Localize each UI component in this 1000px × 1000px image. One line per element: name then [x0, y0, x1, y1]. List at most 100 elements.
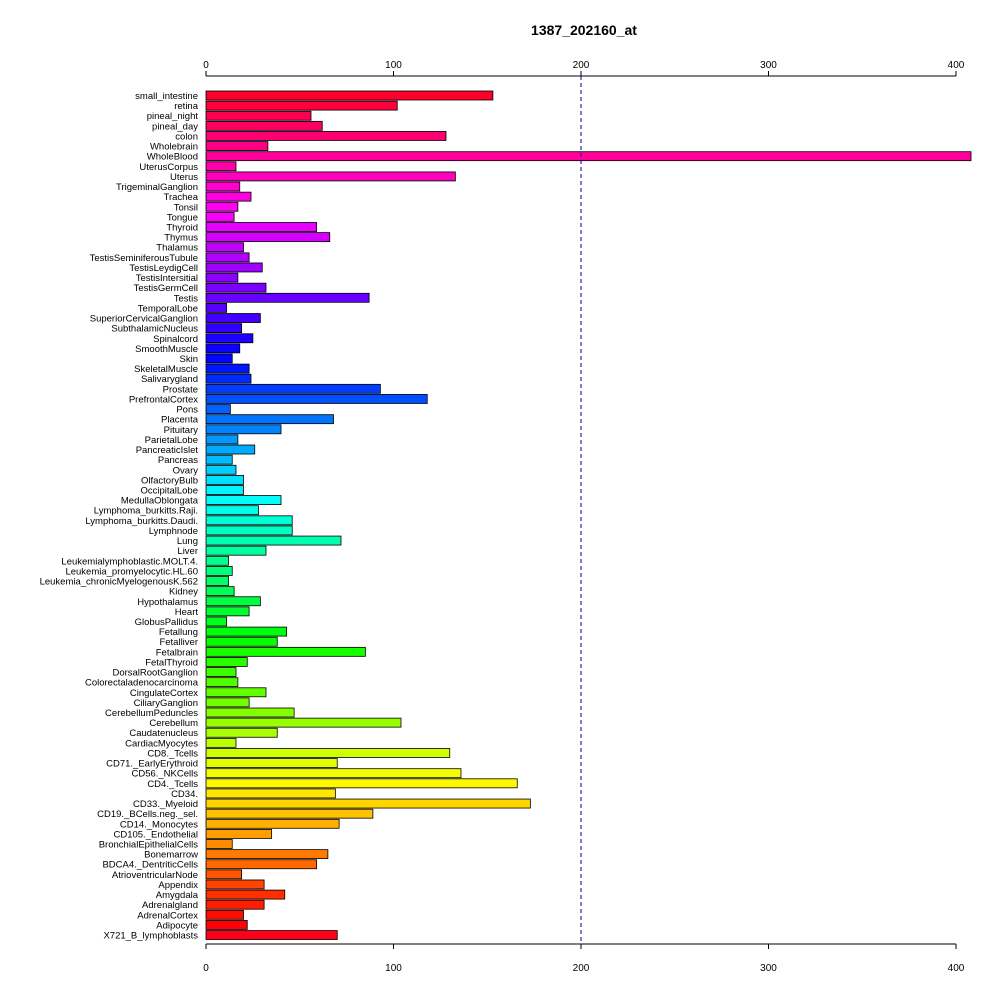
- category-label: Leukemialymphoblastic.MOLT.4.: [61, 556, 198, 567]
- bar: [205, 576, 229, 586]
- bar: [205, 818, 340, 829]
- category-label: Adipocyte: [156, 920, 198, 931]
- bottom-tick-label: 0: [203, 963, 209, 974]
- category-label: Thalamus: [156, 243, 198, 254]
- bar: [205, 525, 293, 536]
- category-label: TrigeminalGanglion: [116, 182, 198, 193]
- bar: [205, 626, 288, 637]
- bar: [205, 90, 494, 101]
- bar: [205, 181, 241, 192]
- category-label: CD4._Tcells: [147, 779, 198, 790]
- bar: [205, 920, 248, 930]
- category-label: WholeBlood: [147, 152, 198, 163]
- bar: [205, 758, 338, 768]
- category-label: CD19._BCells.neg._sel.: [97, 809, 198, 820]
- bar: [205, 313, 261, 323]
- bar: [205, 839, 233, 849]
- bottom-tick-label: 300: [760, 963, 777, 974]
- bar: [205, 485, 244, 495]
- bar: [205, 808, 374, 819]
- bar: [205, 727, 278, 738]
- category-label: Pons: [176, 405, 198, 416]
- bar: [205, 110, 312, 121]
- category-label: Fetallung: [159, 627, 198, 638]
- category-label: Cerebellum: [149, 718, 198, 729]
- category-label: Lymphnode: [149, 526, 198, 537]
- category-label: TestisLeydigCell: [129, 263, 198, 274]
- bar: [205, 211, 235, 222]
- bars-group: [205, 90, 972, 940]
- bar: [205, 596, 261, 607]
- bar: [205, 464, 237, 475]
- category-label: Fetalliver: [159, 637, 198, 648]
- bar: [205, 120, 323, 131]
- category-label: Appendix: [158, 880, 198, 891]
- bar: [205, 909, 244, 920]
- bar: [205, 303, 228, 313]
- category-label: CerebellumPeduncles: [105, 708, 198, 719]
- category-label: Uterus: [170, 172, 198, 183]
- category-label: Salivarygland: [141, 374, 198, 385]
- bar: [205, 161, 237, 172]
- category-label: retina: [174, 101, 198, 112]
- category-label: TemporalLobe: [138, 303, 198, 314]
- category-labels-group: small_intestineretinapineal_nightpineal_…: [40, 91, 199, 942]
- bar: [205, 242, 244, 253]
- bar: [205, 262, 263, 273]
- category-label: DorsalRootGanglion: [112, 668, 198, 679]
- category-label: SkeletalMuscle: [134, 364, 198, 375]
- bar: [205, 788, 336, 799]
- category-label: CiliaryGanglion: [134, 698, 198, 709]
- top-tick-label: 300: [760, 60, 777, 71]
- bar: [205, 394, 428, 404]
- bar: [205, 697, 250, 708]
- bar: [205, 899, 265, 910]
- top-axis: 0 100 200 300 400: [203, 60, 965, 77]
- bar: [205, 363, 250, 374]
- category-label: SmoothMuscle: [135, 344, 198, 355]
- bar: [205, 889, 286, 900]
- category-label: CD14._Monocytes: [120, 819, 198, 830]
- category-label: CD34.: [171, 789, 198, 800]
- bar: [205, 454, 233, 465]
- category-label: Leukemia_promyelocytic.HL.60: [65, 566, 198, 577]
- category-label: Tongue: [167, 212, 198, 223]
- category-label: CD33._Myeloid: [133, 799, 198, 810]
- category-label: Heart: [175, 607, 199, 618]
- category-label: Pituitary: [164, 425, 199, 436]
- category-label: Leukemia_chronicMyelogenousK.562: [40, 577, 198, 588]
- category-label: CD71._EarlyErythroid: [106, 759, 198, 770]
- bar: [205, 748, 451, 758]
- top-tick-label: 400: [948, 60, 965, 71]
- category-label: TestisGermCell: [134, 283, 198, 294]
- category-label: Colorectaladenocarcinoma: [85, 678, 199, 689]
- category-label: Lung: [177, 536, 198, 547]
- category-label: PrefrontalCortex: [129, 394, 198, 405]
- category-label: colon: [175, 131, 198, 142]
- category-label: Trachea: [164, 192, 199, 203]
- top-tick-label: 200: [573, 60, 590, 71]
- bar: [205, 606, 250, 617]
- bar: [205, 657, 248, 667]
- category-label: OlfactoryBulb: [141, 475, 198, 486]
- category-label: Lymphoma_burkitts.Daudi.: [85, 516, 198, 527]
- bar: [205, 515, 293, 526]
- bar: [205, 222, 318, 232]
- category-label: Ovary: [173, 465, 199, 476]
- category-label: pineal_night: [147, 111, 199, 122]
- category-label: CD56._NKCells: [131, 769, 198, 780]
- bar: [205, 505, 259, 516]
- category-label: TestisIntersitial: [136, 273, 198, 284]
- bar: [205, 495, 282, 506]
- bar: [205, 646, 366, 657]
- category-label: Caudatenucleus: [129, 728, 198, 739]
- bottom-tick-label: 200: [573, 963, 590, 974]
- bottom-tick-label: 100: [385, 963, 402, 974]
- category-label: OccipitalLobe: [140, 485, 198, 496]
- bar: [205, 555, 229, 566]
- bar: [205, 707, 295, 718]
- bar: [205, 232, 331, 243]
- bar: [205, 141, 269, 151]
- category-label: Bonemarrow: [144, 850, 198, 861]
